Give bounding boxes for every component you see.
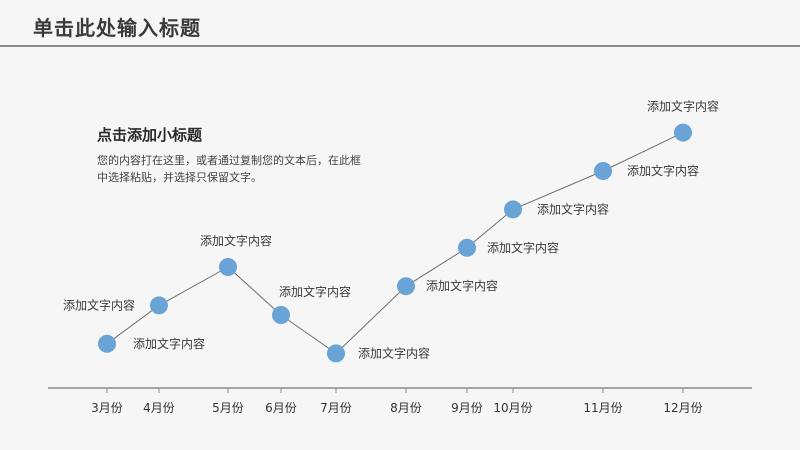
data-label[interactable]: 添加文字内容 (537, 201, 609, 216)
x-tick-label: 7月份 (320, 401, 352, 415)
x-tick-label: 3月份 (91, 401, 123, 415)
x-tick-label: 12月份 (663, 401, 702, 415)
body-text[interactable]: 您的内容打在这里，或者通过复制您的文本后，在此框中选择粘贴，并选择只保留文字。 (97, 154, 361, 184)
x-tick-label: 8月份 (390, 401, 422, 415)
x-tick-label: 4月份 (143, 401, 175, 415)
data-label[interactable]: 添加文字内容 (426, 278, 498, 293)
data-label[interactable]: 添加文字内容 (279, 284, 351, 299)
data-point (272, 306, 290, 324)
series-line-segment (512, 170, 604, 210)
header-divider (0, 45, 800, 47)
x-tick-label: 10月份 (493, 401, 532, 415)
series-line-segment (227, 266, 282, 316)
data-point (150, 296, 168, 315)
series-line-segment (335, 285, 407, 354)
series-line-segment (466, 209, 514, 249)
x-tick-label: 11月份 (583, 401, 622, 415)
data-point (458, 238, 476, 257)
data-label[interactable]: 添加文字内容 (627, 163, 699, 178)
data-label[interactable]: 添加文字内容 (358, 345, 430, 360)
data-point (674, 123, 692, 142)
data-point (98, 334, 116, 353)
series-line-segment (405, 247, 468, 287)
data-point (504, 200, 522, 219)
data-point (594, 162, 612, 180)
series-line-segment (280, 314, 337, 354)
data-label[interactable]: 添加文字内容 (63, 297, 135, 312)
data-point (327, 344, 345, 363)
data-label[interactable]: 添加文字内容 (200, 233, 272, 248)
series-line-segment (602, 132, 684, 172)
x-tick-label: 5月份 (212, 401, 244, 415)
page-title[interactable]: 单击此处输入标题 (33, 16, 201, 40)
data-label[interactable]: 添加文字内容 (487, 240, 559, 255)
x-tick-label: 9月份 (451, 401, 483, 415)
x-tick-label: 6月份 (265, 401, 297, 415)
data-point (397, 277, 415, 296)
data-label[interactable]: 添加文字内容 (133, 336, 205, 351)
data-label[interactable]: 添加文字内容 (647, 99, 719, 114)
subtitle[interactable]: 点击添加小标题 (97, 126, 203, 144)
series-line-segment (106, 304, 160, 345)
data-point (219, 258, 237, 276)
series-line-segment (158, 266, 229, 306)
